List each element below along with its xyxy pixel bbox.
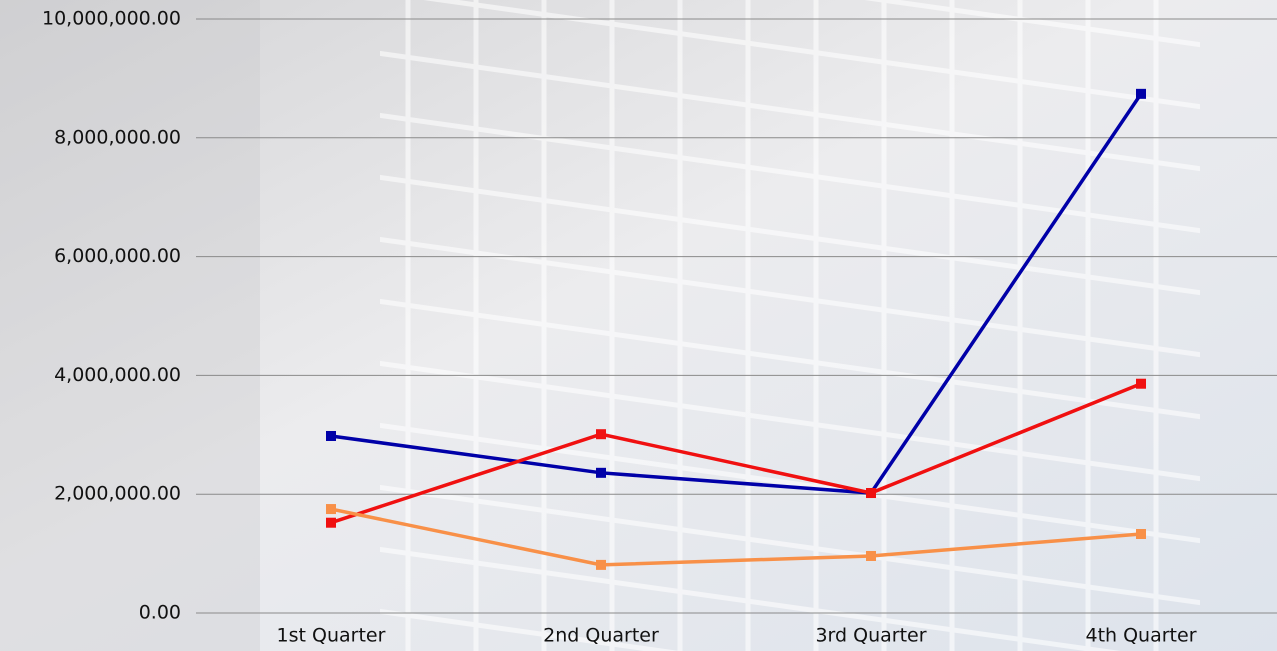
y-tick-label: 10,000,000.00 [42,8,181,30]
point-marker [1136,89,1146,99]
point-marker [596,429,606,439]
point-marker [866,488,876,498]
point-marker [326,504,336,514]
point-marker [866,551,876,561]
point-marker [326,431,336,441]
page: 0.00 2,000,000.00 4,000,000.00 6,000,000.00… [0,0,1277,651]
building-windows [380,0,1200,651]
point-marker [596,560,606,570]
x-tick-label: 2nd Quarter [543,625,659,647]
point-marker [1136,379,1146,389]
y-tick-label: 2,000,000.00 [54,483,181,505]
y-tick-label: 8,000,000.00 [54,126,181,148]
x-tick-label: 1st Quarter [277,625,386,647]
y-tick-label: 0.00 [139,602,181,624]
y-tick-label: 6,000,000.00 [54,245,181,267]
x-tick-label: 4th Quarter [1085,625,1196,647]
chart: 0.00 2,000,000.00 4,000,000.00 6,000,000.00… [0,0,1277,651]
point-marker [596,468,606,478]
y-tick-label: 4,000,000.00 [54,364,181,386]
building-left [0,0,260,651]
point-marker [326,518,336,528]
point-marker [1136,529,1146,539]
x-tick-label: 3rd Quarter [815,625,926,647]
